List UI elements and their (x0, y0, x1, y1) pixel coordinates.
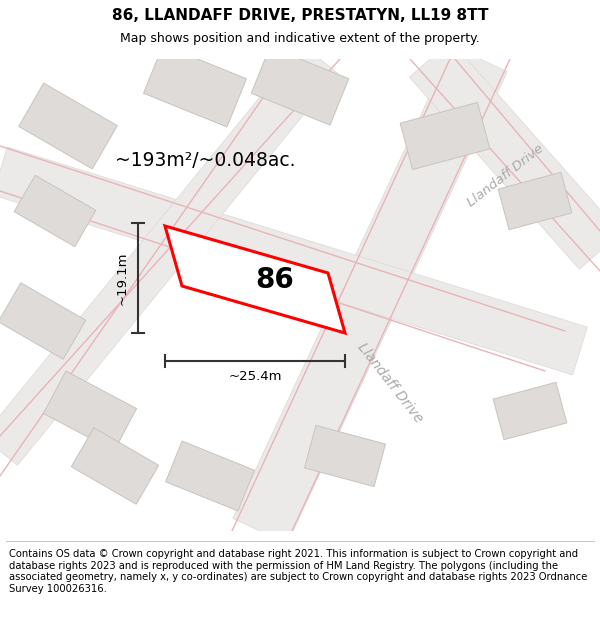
Polygon shape (43, 371, 137, 451)
Polygon shape (19, 83, 118, 169)
Text: ~19.1m: ~19.1m (115, 251, 128, 305)
Text: ~193m²/~0.048ac.: ~193m²/~0.048ac. (115, 151, 295, 171)
Polygon shape (251, 47, 349, 125)
Text: 86: 86 (256, 266, 295, 294)
Polygon shape (498, 173, 572, 230)
Polygon shape (400, 102, 490, 169)
Polygon shape (409, 41, 600, 269)
Polygon shape (165, 226, 345, 333)
Polygon shape (14, 176, 96, 247)
Text: ~25.4m: ~25.4m (228, 371, 282, 384)
Text: Map shows position and indicative extent of the property.: Map shows position and indicative extent… (120, 32, 480, 45)
Text: Contains OS data © Crown copyright and database right 2021. This information is : Contains OS data © Crown copyright and d… (9, 549, 587, 594)
Text: Llandaff Drive: Llandaff Drive (464, 142, 545, 210)
Text: Llandaff Drive: Llandaff Drive (355, 341, 425, 426)
Text: 86, LLANDAFF DRIVE, PRESTATYN, LL19 8TT: 86, LLANDAFF DRIVE, PRESTATYN, LL19 8TT (112, 8, 488, 23)
Polygon shape (305, 426, 385, 487)
Polygon shape (71, 428, 159, 504)
Polygon shape (0, 147, 587, 375)
Polygon shape (166, 441, 254, 511)
Polygon shape (493, 382, 567, 440)
Polygon shape (143, 45, 247, 127)
Polygon shape (0, 282, 86, 359)
Polygon shape (0, 45, 337, 465)
Polygon shape (233, 46, 507, 544)
